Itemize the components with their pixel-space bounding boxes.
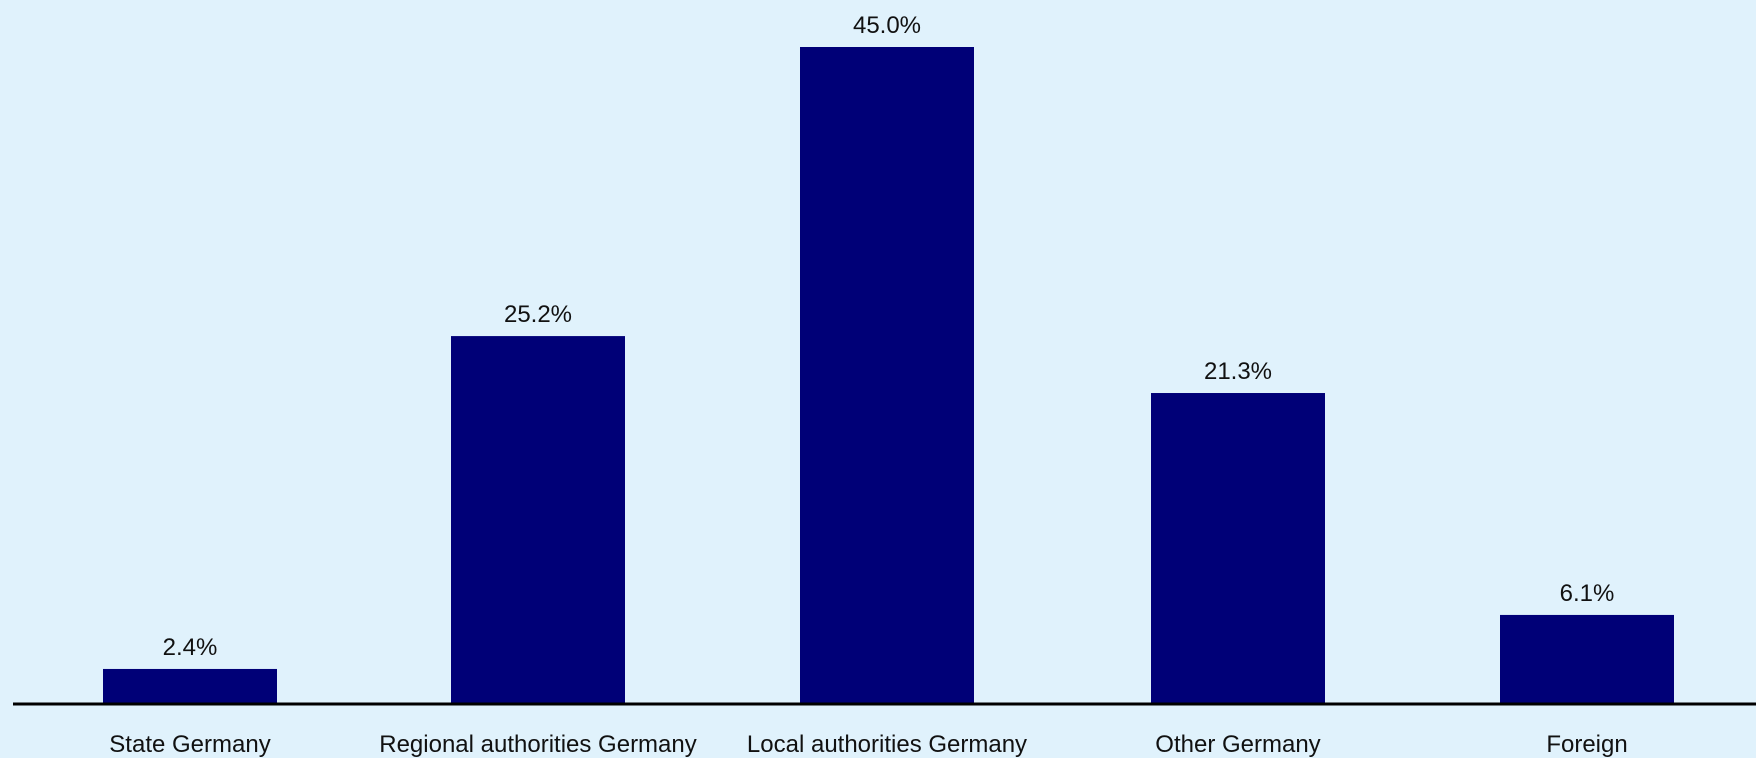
bar-4 xyxy=(1500,614,1674,704)
bar-2 xyxy=(800,47,974,704)
category-labels-group: State Germany Regional authorities German… xyxy=(109,731,1627,758)
value-label-4: 6.1% xyxy=(1560,580,1615,607)
bar-0 xyxy=(103,668,277,704)
category-label-3: Other Germany xyxy=(1155,731,1320,758)
value-label-2: 45.0% xyxy=(853,12,921,39)
category-label-4: Foreign xyxy=(1546,731,1627,758)
bar-1 xyxy=(451,336,625,704)
category-label-1: Regional authorities Germany xyxy=(379,731,697,758)
value-label-0: 2.4% xyxy=(163,634,218,661)
category-label-2: Local authorities Germany xyxy=(747,731,1027,758)
value-label-1: 25.2% xyxy=(504,301,572,328)
bar-3 xyxy=(1151,393,1325,704)
category-label-0: State Germany xyxy=(109,731,270,758)
value-label-3: 21.3% xyxy=(1204,358,1272,385)
value-labels-group: 2.4% 25.2% 45.0% 21.3% 6.1% xyxy=(163,12,1615,661)
bars-group xyxy=(103,47,1674,704)
